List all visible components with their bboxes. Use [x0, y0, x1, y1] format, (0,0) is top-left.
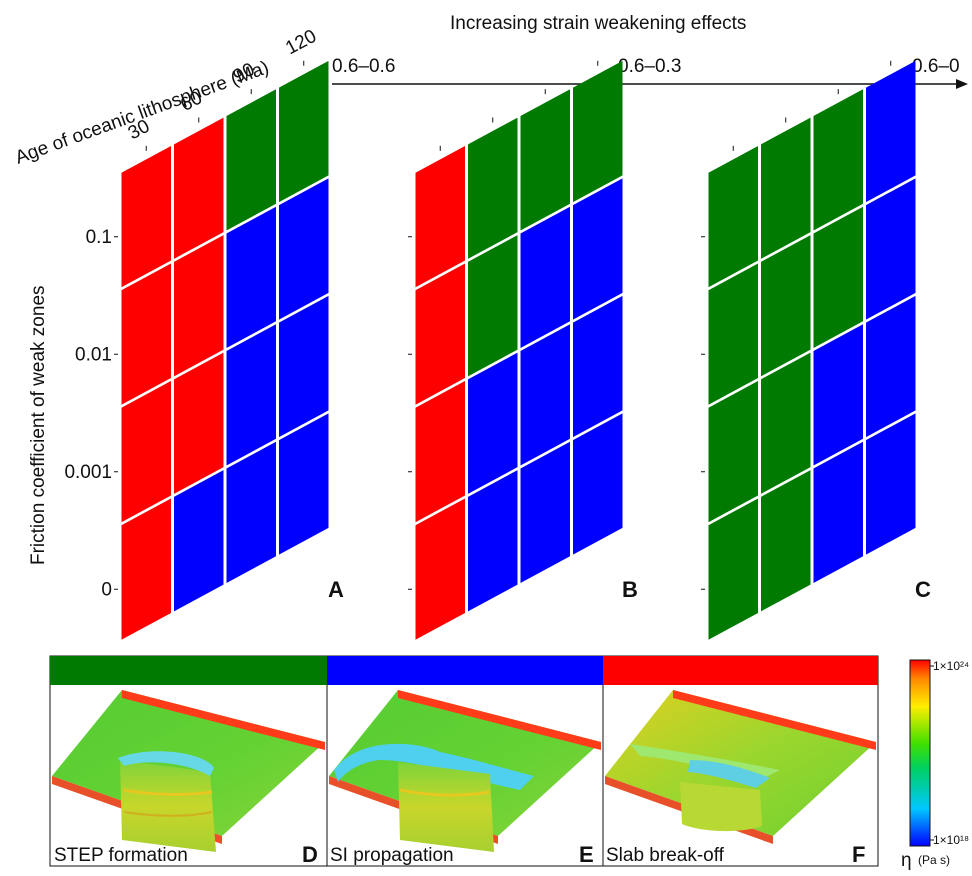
model-render-step	[52, 690, 325, 852]
cell-a-r2-c2	[226, 324, 276, 466]
panel-a: A	[114, 60, 344, 640]
cell-b-r1-c1	[468, 235, 518, 377]
model-render-breakoff	[605, 690, 876, 844]
panel-c: C	[701, 60, 931, 640]
cell-c-r1-c3	[866, 178, 916, 320]
colorbar-min-label: 1×10¹⁸	[933, 833, 969, 847]
cell-b-r2-c3	[573, 295, 623, 438]
strain-weakening-title: Increasing strain weakening effects	[450, 13, 746, 34]
colorbar-unit: (Pa s)	[918, 853, 950, 867]
cell-a-r3-c2	[226, 441, 276, 583]
colorbar-max-label: 1×10²⁴	[933, 659, 969, 673]
cell-a-r2-c1	[174, 352, 224, 494]
cell-b-r1-c3	[573, 178, 623, 320]
cell-c-r1-c1	[761, 235, 811, 377]
cell-a-r0-c1	[174, 117, 224, 259]
cell-a-r3-c1	[174, 470, 224, 612]
cell-c-r3-c2	[813, 441, 863, 583]
weakening-label-c: 0.6–0	[912, 56, 960, 77]
cell-a-r2-c0	[121, 380, 171, 523]
cell-c-r2-c0	[708, 380, 758, 523]
cell-c-r0-c2	[813, 89, 863, 231]
cell-b-r3-c2	[520, 441, 570, 583]
cell-a-r3-c3	[279, 413, 329, 555]
cell-c-r2-c2	[813, 324, 863, 466]
viscosity-colorbar: 1×10²⁴ 1×10¹⁸ η (Pa s)	[901, 659, 969, 871]
regime-bar-si	[327, 656, 603, 685]
cell-c-r3-c3	[866, 413, 916, 555]
cell-b-r3-c3	[573, 413, 623, 555]
panel-letter-f: F	[852, 842, 865, 867]
cell-b-r2-c1	[468, 352, 518, 494]
y-tick-label: 0.1	[86, 227, 112, 248]
cell-c-r1-c2	[813, 206, 863, 348]
weakening-label-a: 0.6–0.6	[332, 56, 395, 77]
model-render-si	[329, 690, 601, 852]
cell-b-r1-c2	[520, 206, 570, 348]
colorbar-quantity: η	[901, 850, 912, 871]
cell-b-r2-c0	[415, 380, 465, 523]
regime-bar-step	[50, 656, 327, 685]
cell-a-r0-c0	[121, 145, 171, 288]
cell-b-r0-c3	[573, 60, 623, 203]
x-tick-label: 120	[282, 26, 320, 59]
cell-b-r1-c0	[415, 263, 465, 405]
cell-c-r3-c0	[708, 498, 758, 640]
cell-a-r0-c2	[226, 89, 276, 231]
cell-b-r2-c2	[520, 324, 570, 466]
cell-a-r1-c1	[174, 235, 224, 377]
panel-letter-c: C	[915, 577, 931, 602]
cell-b-r0-c2	[520, 89, 570, 231]
cell-c-r3-c1	[761, 470, 811, 612]
regime-bar-breakoff	[603, 656, 878, 685]
caption-si: SI propagation	[330, 845, 454, 866]
panel-letter-e: E	[579, 842, 594, 867]
cell-a-r1-c2	[226, 206, 276, 348]
panel-b: B	[408, 60, 638, 640]
cell-c-r0-c3	[866, 60, 916, 203]
cell-a-r2-c3	[279, 295, 329, 438]
cell-b-r0-c0	[415, 145, 465, 288]
cell-b-r3-c1	[468, 470, 518, 612]
cell-b-r3-c0	[415, 498, 465, 640]
cell-a-r3-c0	[121, 498, 171, 640]
cell-a-r1-c3	[279, 178, 329, 320]
y-tick-labels: 0.1 0.01 0.001 0	[64, 227, 112, 601]
y-tick-label: 0	[101, 579, 112, 600]
cell-c-r2-c1	[761, 352, 811, 494]
cell-b-r0-c1	[468, 117, 518, 259]
y-tick-label: 0.001	[64, 462, 112, 483]
arrow-head-icon	[956, 79, 968, 89]
cell-c-r2-c3	[866, 295, 916, 438]
panel-letter-d: D	[302, 842, 318, 867]
weakening-label-b: 0.6–0.3	[618, 56, 681, 77]
cell-c-r1-c0	[708, 263, 758, 405]
regime-panels: A B C	[114, 60, 931, 640]
panel-letter-a: A	[328, 577, 344, 602]
caption-step: STEP formation	[54, 845, 188, 866]
bottom-panels: STEP formation D SI propagation E Slab b…	[49, 655, 879, 867]
y-tick-label: 0.01	[75, 344, 112, 365]
y-axis-label: Friction coefficient of weak zones	[28, 285, 49, 565]
panel-letter-b: B	[622, 577, 638, 602]
cell-a-r0-c3	[279, 60, 329, 203]
cell-c-r0-c0	[708, 145, 758, 288]
colorbar-gradient	[909, 659, 931, 847]
caption-breakoff: Slab break-off	[606, 845, 725, 866]
cell-a-r1-c0	[121, 263, 171, 405]
cell-c-r0-c1	[761, 117, 811, 259]
